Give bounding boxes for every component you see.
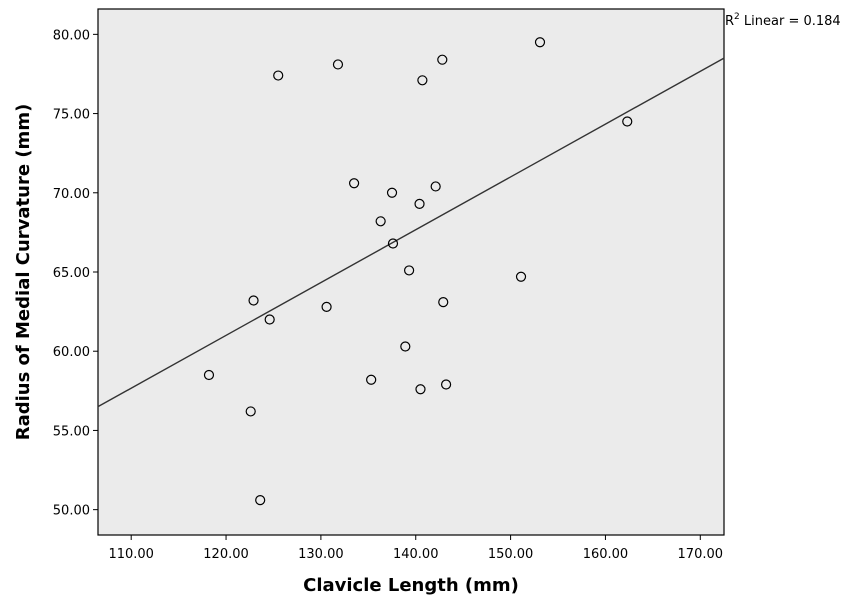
data-point [366,374,377,385]
r2-value: Linear = 0.184 [740,14,841,29]
y-tick-label: 50.00 [53,504,90,519]
data-point [348,178,360,189]
data-point [321,301,332,312]
x-tick-label: 150.00 [488,547,534,562]
data-point [438,297,449,308]
data-point [622,116,633,127]
data-point [437,54,448,65]
x-axis-ticks: 110.00 120.00 130.00 140.00 150.00 160.00 170.… [108,535,723,562]
x-axis-title: Clavicle Length (mm) [303,575,519,596]
data-point [245,406,256,417]
data-point [264,314,275,325]
data-point [414,198,425,209]
data-points [203,37,633,506]
data-point [203,369,215,381]
x-tick-label: 110.00 [108,547,154,562]
y-tick-label: 80.00 [53,28,90,43]
data-point [400,341,411,352]
data-point [375,216,386,227]
data-point [332,59,344,70]
data-point [255,495,266,506]
x-tick-label: 120.00 [203,547,249,562]
x-tick-label: 130.00 [298,547,344,562]
data-point [248,295,259,306]
data-point [534,37,546,48]
data-point [515,271,527,282]
r2-superscript: 2 [734,12,740,22]
data-point [387,238,399,249]
plot-area [97,8,725,536]
x-tick-label: 170.00 [678,547,724,562]
data-point [415,384,426,395]
y-tick-label: 70.00 [53,187,90,202]
linear-fit-line [97,57,725,408]
y-tick-label: 75.00 [53,108,90,123]
y-axis-ticks: 50.00 55.00 60.00 65.00 70.00 75.00 80.00 [53,28,98,519]
y-tick-label: 55.00 [53,424,90,439]
x-tick-label: 160.00 [583,547,629,562]
y-axis-title: Radius of Medial Curvature (mm) [13,104,34,441]
data-point [417,75,428,86]
data-point [430,181,441,192]
data-point [404,265,415,276]
x-tick-label: 140.00 [393,547,439,562]
y-tick-label: 60.00 [53,345,90,360]
r2-annotation: R2 Linear = 0.184 [725,12,841,29]
data-point [386,187,398,198]
data-point [273,70,284,81]
y-tick-label: 65.00 [53,266,90,281]
data-point [440,379,452,390]
